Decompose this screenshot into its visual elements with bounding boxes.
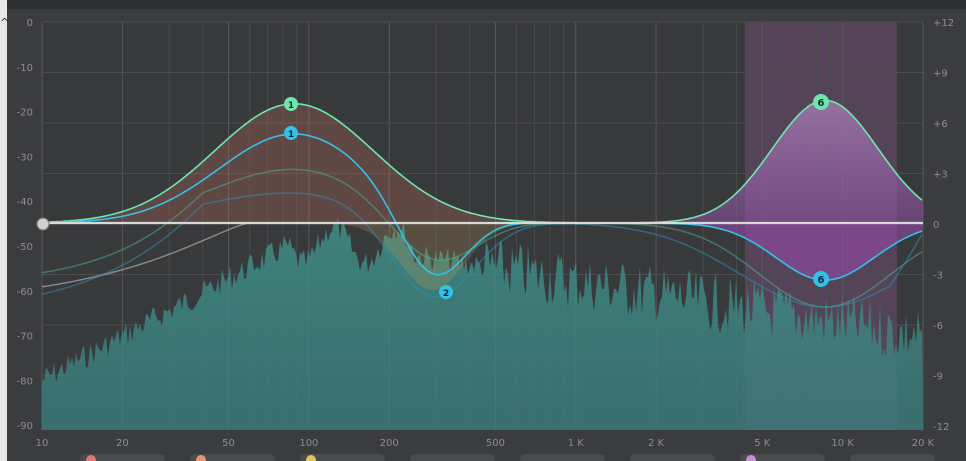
freq-label: 50: [222, 438, 235, 449]
svg-text:2: 2: [443, 289, 449, 299]
db-left-label: -40: [17, 197, 33, 208]
db-right-label: +3: [933, 170, 948, 181]
low-cut-handle[interactable]: [36, 217, 50, 231]
svg-text:1: 1: [288, 101, 294, 111]
freq-label: 100: [299, 438, 318, 449]
svg-text:6: 6: [818, 98, 825, 109]
collapse-caret-icon[interactable]: ^: [0, 16, 9, 29]
db-right-label: +12: [933, 18, 954, 29]
mid-cut-fill: [339, 223, 550, 291]
freq-label: 1 K: [568, 438, 585, 449]
db-left-label: -60: [17, 287, 33, 298]
freq-label: 2 K: [648, 438, 665, 449]
band-tab-6[interactable]: [630, 454, 715, 461]
db-left-label: -90: [17, 421, 33, 432]
band-node-1-green[interactable]: 1: [284, 97, 298, 111]
db-left-label: -20: [17, 108, 33, 119]
db-left-label: -50: [17, 242, 33, 253]
svg-text:6: 6: [818, 275, 825, 286]
db-right-label: -9: [933, 372, 943, 383]
db-right-label: +6: [933, 119, 948, 130]
band-tab-1[interactable]: [80, 454, 165, 461]
freq-label: 5 K: [754, 438, 771, 449]
spectrum-analyzer: [42, 217, 923, 430]
band-tab-3[interactable]: [300, 454, 385, 461]
band-tab-2[interactable]: [190, 454, 275, 461]
db-left-label: -70: [17, 332, 33, 343]
band-tab-4[interactable]: [410, 454, 495, 461]
frequency-scale: 10 20 50 100 200 500 1 K 2 K 5 K 10 K 20 K: [36, 438, 935, 449]
freq-label: 20: [116, 438, 129, 449]
top-bar: [0, 0, 966, 9]
db-left-label: 0: [27, 18, 33, 29]
high-cut-fill: [681, 223, 923, 281]
sub-curve-green: [41, 168, 923, 308]
band-tab-3-dot: [306, 455, 316, 461]
band-node-6-green[interactable]: 6: [813, 94, 829, 110]
band-node-1-blue[interactable]: 1: [284, 126, 298, 140]
high-boost-fill: [622, 100, 923, 223]
eq-curve-green: [42, 99, 923, 224]
db-scale-left: 0 -10 -20 -30 -40 -50 -60 -70 -80 -90: [17, 18, 33, 432]
db-left-label: -30: [17, 152, 33, 163]
band-tab-8[interactable]: [850, 454, 935, 461]
eq-curve-blue: [41, 133, 923, 281]
left-edge-strip: [0, 0, 7, 461]
freq-label: 500: [486, 438, 505, 449]
db-right-label: -12: [933, 422, 949, 433]
band-tab-2-dot: [196, 455, 206, 461]
band-tab-5[interactable]: [520, 454, 605, 461]
db-right-label: -6: [933, 321, 943, 332]
freq-label: 10: [36, 438, 49, 449]
band-tab-strip: [80, 454, 935, 461]
db-right-label: 0: [933, 220, 939, 231]
band-tab-1-dot: [86, 455, 96, 461]
db-scale-right: +12 +9 +6 +3 0 -3 -6 -9 -12: [933, 18, 954, 433]
low-boost-fill: [42, 103, 597, 223]
band-node-6-blue[interactable]: 6: [813, 271, 829, 287]
db-left-label: -10: [17, 63, 33, 74]
band-node-2-blue[interactable]: 2: [439, 285, 453, 299]
svg-text:1: 1: [288, 130, 294, 140]
band-tab-7-dot: [746, 455, 756, 461]
db-left-label: -80: [17, 376, 33, 387]
band-tab-7[interactable]: [740, 454, 825, 461]
db-right-label: +9: [933, 69, 948, 80]
freq-label: 20 K: [912, 438, 935, 449]
db-right-label: -3: [933, 271, 943, 282]
sub-curve-blue: [41, 192, 923, 308]
freq-label: 200: [380, 438, 399, 449]
freq-label: 10 K: [831, 438, 854, 449]
